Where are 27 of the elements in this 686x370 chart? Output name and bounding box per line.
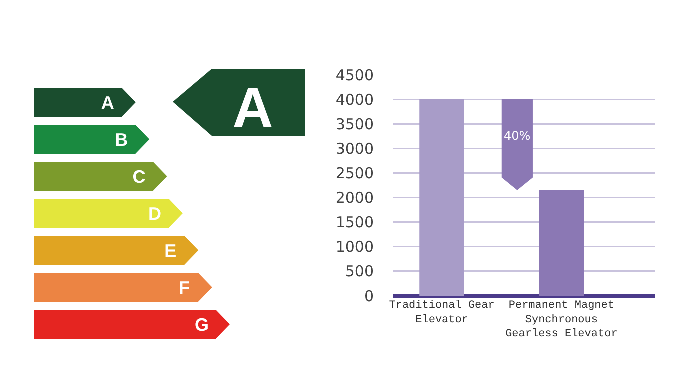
y-tick-label: 500 [345,262,374,281]
y-tick-label: D [148,204,162,224]
x-tick-label: Permanent Magnet Synchronous Gearless Elevator [506,300,618,341]
y-tick-label: C [132,167,146,187]
bar [34,236,199,265]
y-tick-label: B [115,130,128,150]
bar [34,310,230,339]
annotation: 40% [504,129,531,143]
y-tick-label: G [194,315,210,335]
y-tick-label: 2500 [336,164,374,182]
y-tick-label: 4000 [336,90,374,109]
bar [34,199,183,228]
y-tick-label: 0 [364,287,374,306]
y-tick-label: F [178,278,190,298]
y-tick-label: 3500 [336,115,374,134]
y-tick-label: 1500 [336,214,374,232]
y-tick-label: 4500 [336,66,374,84]
text: A [232,76,274,139]
bar [34,273,212,302]
bar [34,88,136,117]
y-tick-label: 2000 [336,189,374,208]
bar [34,125,150,154]
y-tick-label: 3000 [336,140,374,158]
y-tick-label: E [164,241,177,261]
bar [34,162,168,191]
y-tick-label: 1000 [336,238,374,256]
x-tick-label: Traditional Gear Elevator [389,300,495,326]
